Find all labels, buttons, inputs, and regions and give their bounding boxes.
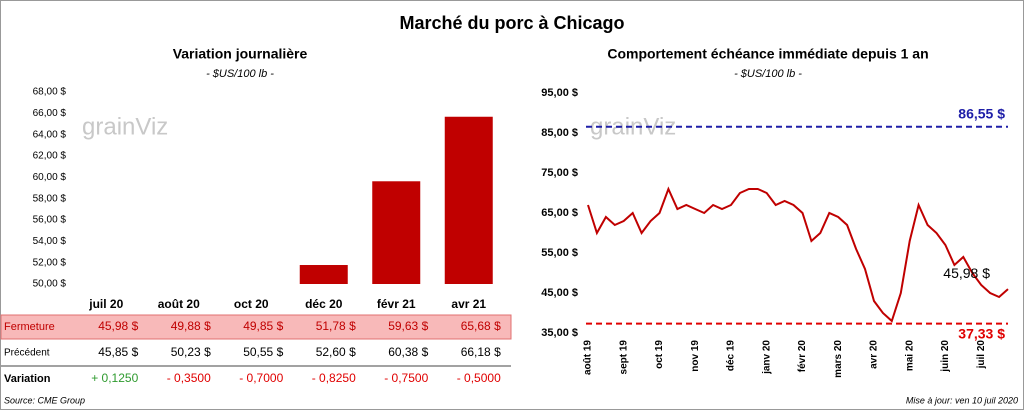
closing-value: 51,78 $ xyxy=(316,319,356,333)
x-tick-label: déc 20 xyxy=(305,297,343,311)
row-label: Précédent xyxy=(4,348,50,359)
x-tick-label: févr 21 xyxy=(377,297,416,311)
line-series xyxy=(587,186,1009,323)
chart-subtitle: - $US/100 lb - xyxy=(734,68,802,80)
cell: 50,55 $ xyxy=(243,345,283,359)
y-tick-label: 35,00 $ xyxy=(541,327,578,339)
reference-label: 37,33 $ xyxy=(958,325,1005,341)
cell: 52,60 $ xyxy=(316,345,356,359)
x-tick-label: févr 20 xyxy=(797,340,808,373)
y-tick-label: 75,00 $ xyxy=(541,167,578,179)
y-tick-label: 52,00 $ xyxy=(33,257,67,268)
cell: 66,18 $ xyxy=(461,345,501,359)
closing-value: 65,68 $ xyxy=(461,319,501,333)
y-tick-label: 85,00 $ xyxy=(541,127,578,139)
chart-title: Comportement échéance immédiate depuis 1… xyxy=(607,46,928,62)
y-tick-label: 68,00 $ xyxy=(33,87,67,98)
cell: - 0,7000 xyxy=(239,371,283,385)
watermark: grainViz xyxy=(82,113,168,140)
x-tick-label: oct 19 xyxy=(654,340,665,369)
x-tick-label: avr 21 xyxy=(451,297,486,311)
y-tick-label: 60,00 $ xyxy=(33,172,67,183)
closing-value: 49,85 $ xyxy=(243,319,283,333)
cell: - 0,3500 xyxy=(167,371,211,385)
closing-value: 45,98 $ xyxy=(98,319,138,333)
closing-value: 49,88 $ xyxy=(171,319,211,333)
bar xyxy=(299,265,348,284)
cell: 50,23 $ xyxy=(171,345,211,359)
y-tick-label: 64,00 $ xyxy=(33,129,67,140)
x-tick-label: oct 20 xyxy=(234,297,269,311)
bar xyxy=(444,116,493,284)
y-tick-label: 54,00 $ xyxy=(33,236,67,247)
x-tick-label: juil 20 xyxy=(88,297,123,311)
y-tick-label: 95,00 $ xyxy=(541,87,578,99)
x-tick-label: août 19 xyxy=(583,340,594,375)
x-tick-label: janv 20 xyxy=(761,340,772,375)
y-tick-label: 58,00 $ xyxy=(33,193,67,204)
x-tick-label: déc 19 xyxy=(726,340,737,372)
cell: 60,38 $ xyxy=(388,345,428,359)
cell: - 0,7500 xyxy=(384,371,428,385)
y-tick-label: 55,00 $ xyxy=(541,247,578,259)
x-tick-label: mai 20 xyxy=(904,340,915,372)
y-tick-label: 45,00 $ xyxy=(541,287,578,299)
y-tick-label: 65,00 $ xyxy=(541,207,578,219)
x-tick-label: juin 20 xyxy=(940,340,951,373)
reference-label: 86,55 $ xyxy=(958,106,1005,122)
x-tick-label: mars 20 xyxy=(833,340,844,378)
x-tick-label: juil 20 xyxy=(976,340,987,370)
x-tick-label: août 20 xyxy=(158,297,200,311)
page-title: Marché du porc à Chicago xyxy=(399,13,624,33)
cell: + 0,1250 xyxy=(91,371,138,385)
updated: Mise à jour: ven 10 juil 2020 xyxy=(906,395,1018,405)
x-tick-label: nov 19 xyxy=(690,340,701,372)
y-tick-label: 62,00 $ xyxy=(33,151,67,162)
source: Source: CME Group xyxy=(4,395,85,405)
y-tick-label: 66,00 $ xyxy=(33,108,67,119)
x-tick-label: avr 20 xyxy=(869,340,880,369)
closing-value: 59,63 $ xyxy=(388,319,428,333)
chart-subtitle: - $US/100 lb - xyxy=(206,68,274,80)
closing-row-bg xyxy=(0,314,512,340)
y-tick-label: 50,00 $ xyxy=(33,279,67,290)
chart-title: Variation journalière xyxy=(173,46,308,62)
y-tick-label: 56,00 $ xyxy=(33,215,67,226)
cell: 45,85 $ xyxy=(98,345,138,359)
bar xyxy=(372,181,421,284)
cell: - 0,8250 xyxy=(312,371,356,385)
row-label: Fermeture xyxy=(4,321,55,333)
watermark: grainViz xyxy=(590,113,676,140)
x-tick-label: sept 19 xyxy=(618,340,629,375)
row-label: Variation xyxy=(4,373,51,385)
last-value-label: 45,98 $ xyxy=(943,265,990,281)
cell: - 0,5000 xyxy=(457,371,501,385)
